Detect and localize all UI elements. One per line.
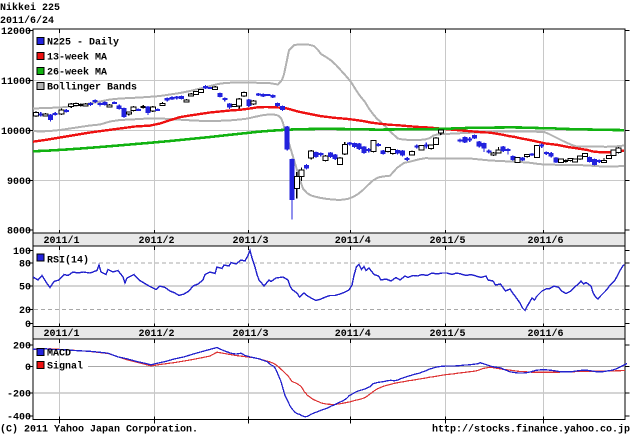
svg-text:(C) 2011 Yahoo Japan Corporati: (C) 2011 Yahoo Japan Corporation. [0,424,198,436]
svg-text:2011/5: 2011/5 [429,235,465,247]
svg-text:200: 200 [13,341,31,352]
svg-text:26-week MA: 26-week MA [47,67,107,79]
svg-text:http://stocks.finance.yahoo.co: http://stocks.finance.yahoo.co.jp [432,424,630,436]
svg-text:12000: 12000 [1,27,31,38]
svg-text:13-week MA: 13-week MA [47,52,107,64]
svg-text:8000: 8000 [7,226,31,237]
svg-text:2011/6: 2011/6 [527,328,563,340]
svg-text:Signal: Signal [47,361,83,373]
svg-text:2011/4: 2011/4 [335,328,371,340]
svg-text:2011/2: 2011/2 [138,235,174,247]
svg-text:-200: -200 [7,389,31,400]
svg-text:N225 - Daily: N225 - Daily [47,37,119,49]
svg-text:2011/6/24: 2011/6/24 [0,15,54,27]
svg-text:2011/6: 2011/6 [527,235,563,247]
svg-text:50: 50 [19,283,31,294]
svg-text:0: 0 [25,363,31,374]
svg-text:2011/1: 2011/1 [43,328,79,340]
svg-text:2011/4: 2011/4 [335,235,371,247]
svg-text:2011/1: 2011/1 [43,235,79,247]
svg-text:MACD: MACD [47,349,71,360]
svg-text:11000: 11000 [1,77,31,88]
svg-text:20: 20 [19,306,31,317]
svg-text:2011/3: 2011/3 [232,235,268,247]
svg-text:-400: -400 [7,412,31,423]
svg-text:2011/3: 2011/3 [232,328,268,340]
svg-text:100: 100 [13,247,31,258]
svg-text:2011/5: 2011/5 [429,328,465,340]
svg-text:Nikkei 225: Nikkei 225 [0,2,60,14]
svg-text:9000: 9000 [7,177,31,188]
svg-text:0: 0 [25,320,31,331]
svg-text:Bollinger Bands: Bollinger Bands [47,82,137,94]
svg-text:10000: 10000 [1,127,31,138]
svg-text:RSI(14): RSI(14) [47,255,89,267]
svg-text:80: 80 [19,260,31,271]
svg-text:2011/2: 2011/2 [138,328,174,340]
